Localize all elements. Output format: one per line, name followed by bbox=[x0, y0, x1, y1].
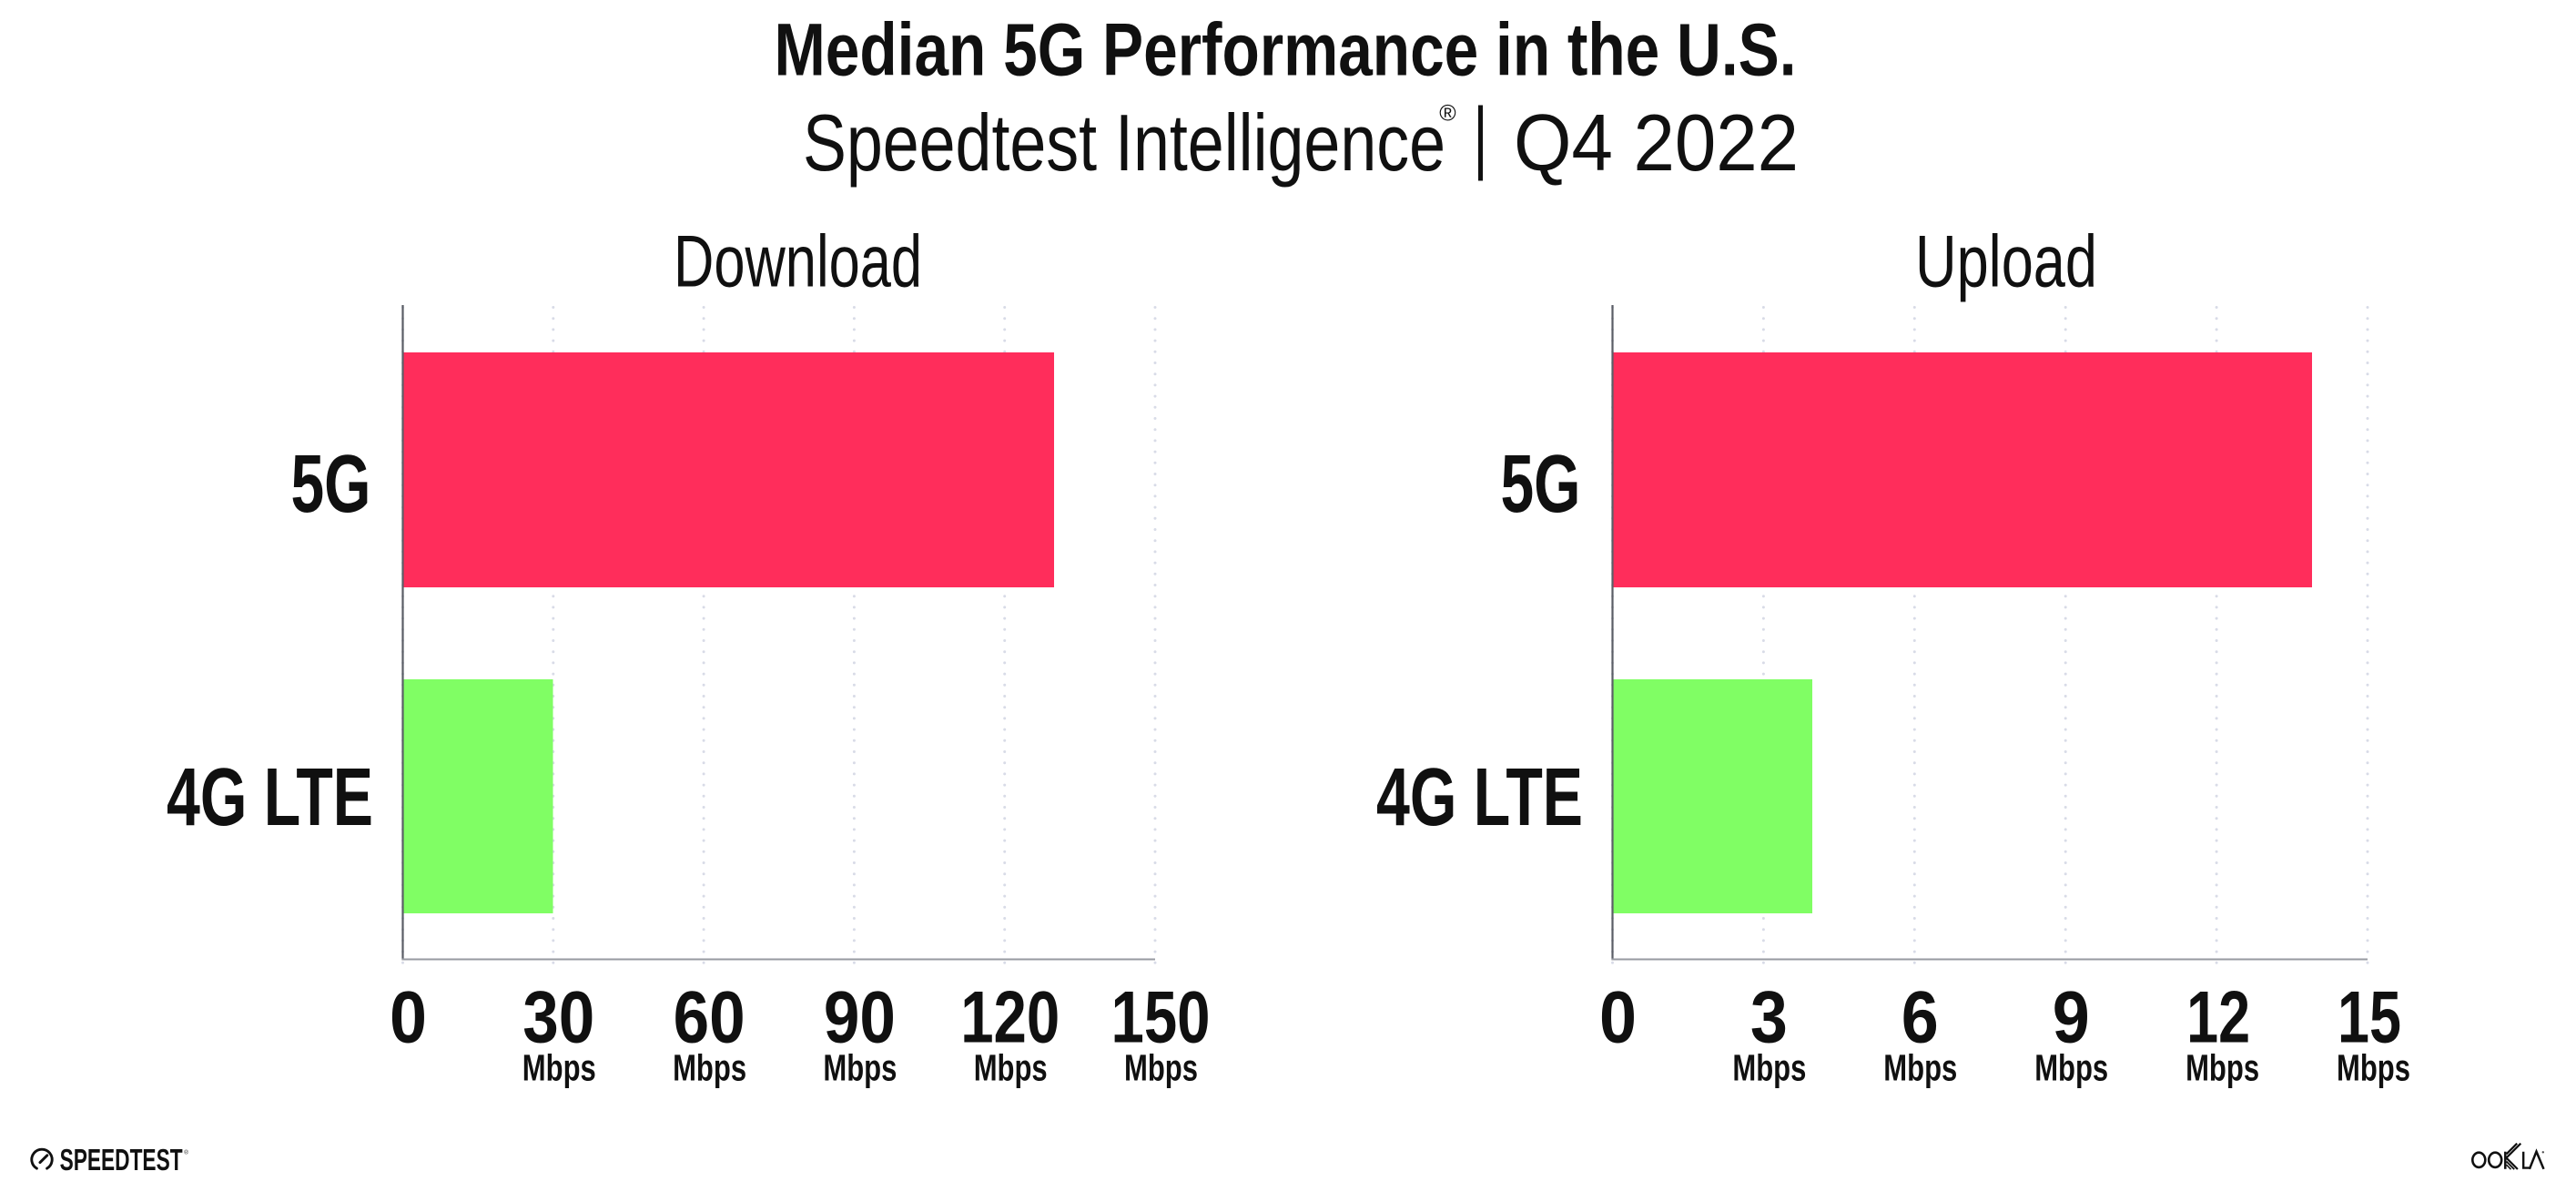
svg-text:SPEEDTEST: SPEEDTEST bbox=[60, 1143, 183, 1177]
svg-text:Mbps: Mbps bbox=[823, 1047, 897, 1089]
svg-text:4G LTE: 4G LTE bbox=[1376, 752, 1583, 843]
svg-text:®: ® bbox=[184, 1150, 188, 1156]
svg-text:®: ® bbox=[1439, 101, 1456, 127]
svg-text:60: 60 bbox=[674, 977, 745, 1059]
svg-text:9: 9 bbox=[2053, 977, 2090, 1059]
svg-text:Mbps: Mbps bbox=[522, 1047, 596, 1089]
svg-text:Mbps: Mbps bbox=[1883, 1047, 1957, 1089]
svg-text:4G LTE: 4G LTE bbox=[167, 752, 373, 843]
svg-text:15: 15 bbox=[2338, 977, 2401, 1059]
svg-text:Mbps: Mbps bbox=[974, 1047, 1048, 1089]
svg-text:5G: 5G bbox=[291, 439, 371, 530]
svg-text:Q4 2022: Q4 2022 bbox=[1514, 97, 1799, 188]
svg-text:3: 3 bbox=[1750, 977, 1788, 1059]
svg-text:0: 0 bbox=[1599, 977, 1637, 1059]
svg-text:Mbps: Mbps bbox=[673, 1047, 746, 1089]
svg-text:Mbps: Mbps bbox=[2034, 1047, 2108, 1089]
svg-text:150: 150 bbox=[1111, 977, 1211, 1059]
svg-text:Download: Download bbox=[674, 221, 922, 303]
svg-text:Mbps: Mbps bbox=[2186, 1047, 2259, 1089]
svg-text:90: 90 bbox=[824, 977, 896, 1059]
svg-text:Upload: Upload bbox=[1915, 221, 2097, 303]
svg-text:Mbps: Mbps bbox=[2337, 1047, 2410, 1089]
svg-text:Speedtest Intelligence: Speedtest Intelligence bbox=[803, 97, 1445, 188]
svg-text:120: 120 bbox=[960, 977, 1060, 1059]
svg-text:Mbps: Mbps bbox=[1732, 1047, 1806, 1089]
svg-text:0: 0 bbox=[390, 977, 427, 1059]
svg-text:6: 6 bbox=[1902, 977, 1939, 1059]
svg-text:Mbps: Mbps bbox=[1124, 1047, 1198, 1089]
svg-text:Median 5G Performance in the U: Median 5G Performance in the U.S. bbox=[775, 9, 1797, 92]
svg-text:5G: 5G bbox=[1501, 439, 1581, 530]
svg-text:12: 12 bbox=[2186, 977, 2250, 1059]
svg-text:30: 30 bbox=[522, 977, 594, 1059]
